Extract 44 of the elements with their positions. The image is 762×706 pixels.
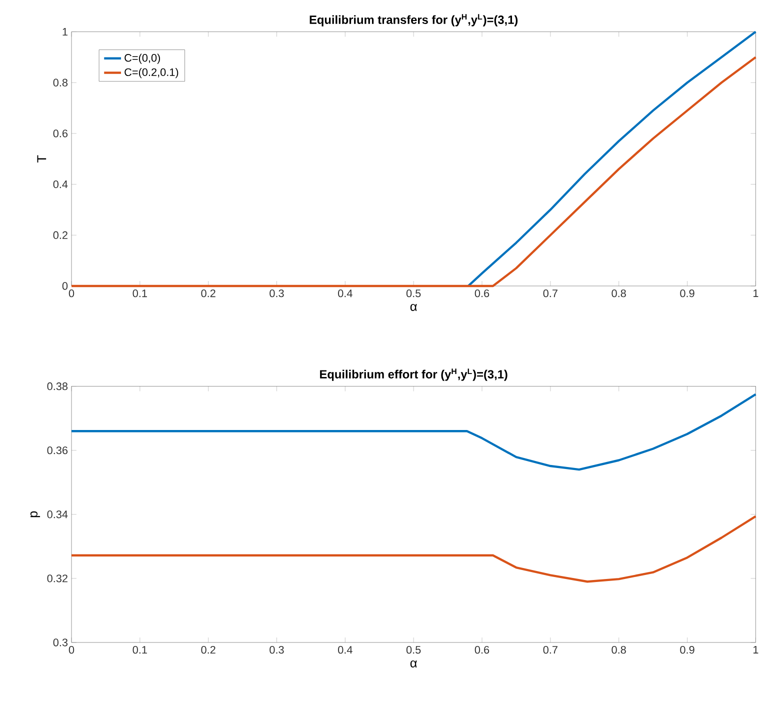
- x-tick-label: 0.4: [338, 646, 352, 654]
- x-tick-label: 0.7: [543, 289, 558, 298]
- x-axis-title: α: [410, 304, 417, 312]
- y-tick-label: 0.4: [53, 180, 68, 188]
- x-tick-label: 0.8: [612, 289, 626, 298]
- y-tick-label: 0.6: [53, 130, 68, 138]
- x-tick-label: 0.9: [680, 646, 694, 654]
- line-series: [70, 515, 757, 583]
- x-tick-label: 0.8: [612, 646, 626, 654]
- y-tick-label: 1: [62, 28, 68, 36]
- x-tick-label: 0.5: [406, 646, 421, 654]
- x-tick-label: 0.2: [201, 289, 216, 298]
- x-tick-label: 1: [753, 289, 758, 297]
- x-tick-label: 0.6: [474, 646, 490, 654]
- x-tick-label: 0.6: [474, 289, 490, 298]
- legend-label: C=(0,0): [124, 54, 160, 64]
- line-series: [70, 393, 757, 471]
- x-tick-label: 0.1: [132, 289, 147, 298]
- x-tick-label: 0: [68, 289, 74, 298]
- y-tick-label: 0.38: [47, 382, 68, 390]
- x-tick-label: 0: [68, 646, 74, 654]
- legend-label: C=(0.2,0.1): [124, 68, 178, 78]
- chart-title: Equilibrium effort for (y$^{H}$,y$^{L}$)=(3,1): [320, 368, 508, 381]
- y-tick-label: 0.36: [47, 446, 68, 454]
- x-tick-label: 0.3: [270, 289, 284, 298]
- y-axis-title: T: [37, 155, 46, 163]
- y-tick-label: 0.2: [53, 231, 68, 239]
- x-tick-label: 0.4: [338, 289, 352, 298]
- x-tick-label: 0.3: [270, 646, 284, 654]
- chart-title: Equilibrium transfers for (y$^{H}$,y$^{L}$)=(3,1): [310, 14, 518, 26]
- x-tick-label: 0.7: [543, 646, 558, 654]
- x-axis-title: α: [410, 660, 417, 668]
- x-tick-label: 0.1: [132, 646, 147, 654]
- y-tick-label: 0.34: [47, 510, 68, 518]
- y-tick-label: 0: [62, 282, 68, 290]
- y-tick-label: 0.8: [53, 78, 68, 86]
- x-tick-label: 1: [753, 646, 758, 654]
- y-axis-title: p: [30, 511, 40, 518]
- y-tick-label: 0.3: [53, 638, 68, 646]
- x-tick-label: 0.5: [406, 289, 421, 298]
- x-tick-label: 0.9: [680, 289, 694, 298]
- x-tick-label: 0.2: [201, 646, 216, 654]
- y-tick-label: 0.32: [47, 574, 68, 582]
- line-series: [467, 30, 757, 288]
